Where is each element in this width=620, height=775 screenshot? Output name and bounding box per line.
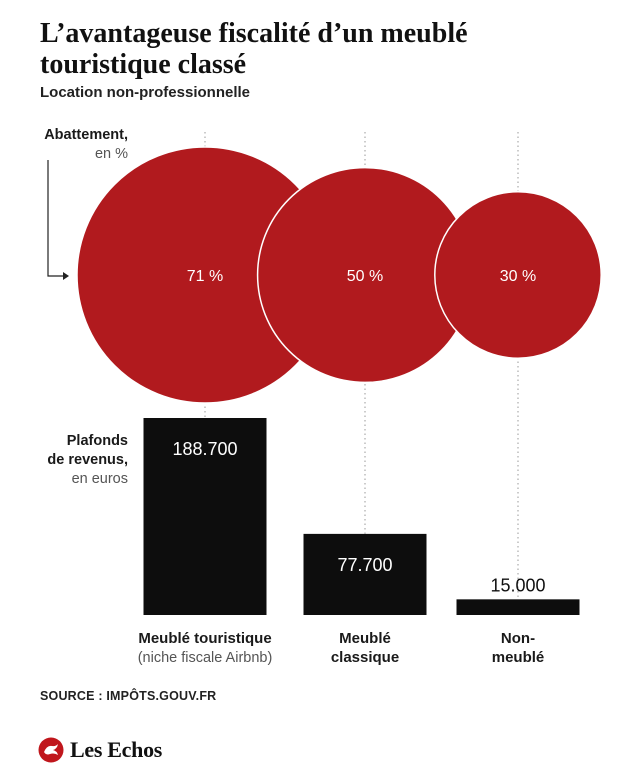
chart-subtitle: Location non-professionnelle [40, 84, 251, 101]
arrow-head-icon [63, 272, 69, 280]
bar-2 [303, 533, 427, 615]
les-echos-logo-icon [38, 737, 64, 763]
chart-title: L’avantageuse fiscalité d’un meublé tour… [40, 18, 468, 80]
category-label: Meublé [339, 630, 391, 647]
bar-value-label: 77.700 [337, 555, 392, 575]
plafonds-label-line-1: Plafonds [67, 433, 128, 449]
bar-1 [143, 418, 267, 615]
bubble-series: 71 % 50 % 30 % [76, 146, 602, 404]
bubble-value-label: 30 % [500, 268, 536, 285]
plafonds-label-line-2: de revenus, [47, 452, 128, 468]
bubble-3 [434, 191, 602, 359]
infographic-chart: Abattement, en % 71 % 50 % 30 % Plafonds d… [44, 127, 602, 666]
abattement-unit: en % [95, 146, 128, 162]
bar-3 [456, 599, 580, 615]
abattement-label: Abattement, [44, 127, 128, 143]
category-label: Meublé touristique [138, 630, 271, 647]
bar-series: 188.700 77.700 15.000 [143, 418, 580, 615]
category-labels: Meublé touristique (niche fiscale Airbnb)… [138, 630, 545, 666]
bar-value-label: 188.700 [172, 439, 237, 459]
bar-value-label: 15.000 [490, 575, 545, 595]
source-note: SOURCE : IMPÔTS.GOUV.FR [40, 689, 217, 703]
bubble-value-label: 71 % [187, 268, 223, 285]
arrow-icon [47, 160, 63, 277]
category-sublabel: (niche fiscale Airbnb) [138, 650, 273, 666]
plafonds-unit: en euros [72, 471, 128, 487]
logo-text: Les Echos [70, 737, 163, 762]
category-label: classique [331, 649, 399, 666]
les-echos-logo: Les Echos [38, 736, 162, 764]
bubble-value-label: 50 % [347, 268, 383, 285]
category-label: Non- [501, 630, 535, 647]
category-label: meublé [492, 649, 545, 666]
